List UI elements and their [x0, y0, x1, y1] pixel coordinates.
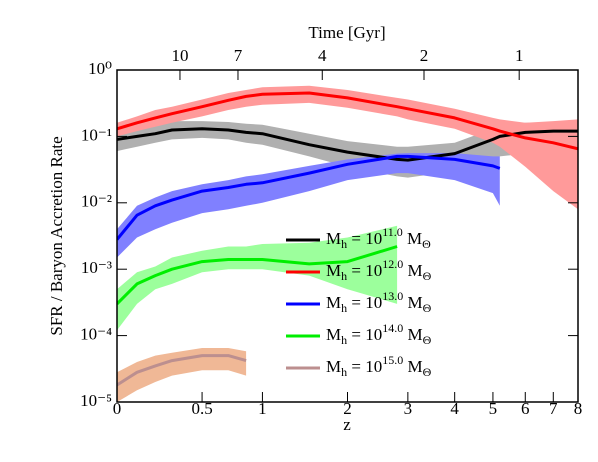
x-tick-label: 8 — [574, 399, 583, 418]
x-tick-label: 4 — [450, 399, 459, 418]
lines — [117, 91, 578, 387]
legend-label-part: h — [341, 365, 347, 379]
band — [117, 153, 500, 258]
legend-label-part: Θ — [422, 237, 431, 251]
y-tick-label: 10⁻¹ — [81, 125, 112, 144]
legend-label-part: M — [403, 293, 422, 312]
legend-label-part: M — [403, 357, 422, 376]
legend-label-part: = 10 — [347, 229, 382, 248]
legend-label: Mh = 1012.0 MΘ — [326, 257, 432, 283]
y-axis-label: SFR / Baryon Accretion Rate — [47, 136, 66, 335]
x-tick-label: 0.5 — [191, 399, 212, 418]
legend-label-part: Θ — [423, 269, 432, 283]
legend-label-part: h — [341, 269, 347, 283]
x-axis-label: z — [343, 415, 351, 434]
x2-tick-label: 7 — [234, 46, 243, 65]
band — [117, 348, 247, 402]
band — [117, 85, 578, 210]
plot-frame — [116, 69, 579, 403]
legend-label-part: 15.0 — [382, 353, 403, 367]
legend-label-part: Θ — [423, 333, 432, 347]
legend-label-part: = 10 — [347, 325, 382, 344]
x-tick-label: 1 — [258, 399, 267, 418]
series-line — [117, 127, 578, 162]
y-tick-label: 10⁰ — [88, 59, 112, 78]
legend-label-part: Θ — [423, 365, 432, 379]
x2-tick-label: 2 — [420, 46, 429, 65]
legend-label-part: M — [403, 261, 422, 280]
legend-label-part: h — [341, 333, 347, 347]
legend-label-part: 14.0 — [382, 321, 403, 335]
x2-tick-label: 10 — [171, 46, 188, 65]
x2-tick-label: 4 — [318, 46, 327, 65]
legend-label-part: M — [326, 325, 341, 344]
y-tick-label: 10⁻² — [81, 192, 112, 211]
legend-label-part: M — [326, 293, 341, 312]
legend-label-part: M — [403, 229, 422, 248]
legend-label-part: h — [341, 237, 347, 251]
legend-label-part: h — [341, 301, 347, 315]
legend-label-part: 13.0 — [382, 289, 403, 303]
band — [117, 225, 398, 331]
y-tick-label: 10⁻⁵ — [80, 391, 112, 410]
legend-label: Mh = 1015.0 MΘ — [326, 353, 432, 379]
legend-label-part: M — [326, 261, 341, 280]
legend-label-part: M — [326, 357, 341, 376]
legend-label: Mh = 1013.0 MΘ — [326, 289, 432, 315]
legend-label-part: Θ — [423, 301, 432, 315]
legend-label-part: = 10 — [347, 261, 382, 280]
y-tick-label: 10⁻⁴ — [80, 325, 112, 344]
x-tick-label: 6 — [521, 399, 530, 418]
y-tick-label: 10⁻³ — [81, 258, 112, 277]
x-tick-label: 7 — [549, 399, 558, 418]
legend-label-part: = 10 — [347, 293, 382, 312]
legend-label-part: 11.0 — [382, 225, 403, 239]
series-line — [117, 245, 398, 305]
legend-label-part: M — [403, 325, 422, 344]
x-tick-label: 0 — [113, 399, 122, 418]
x-tick-label: 5 — [489, 399, 498, 418]
series-line — [117, 354, 247, 387]
x2-tick-label: 1 — [515, 46, 524, 65]
legend-label-part: = 10 — [347, 357, 382, 376]
legend-label-part: 12.0 — [382, 257, 403, 271]
legend-label-part: M — [326, 229, 341, 248]
legend-label: Mh = 1014.0 MΘ — [326, 321, 432, 347]
x-tick-label: 2 — [343, 399, 352, 418]
series-line — [117, 154, 501, 241]
x2-axis-label: Time [Gyr] — [308, 23, 385, 42]
series-line — [117, 91, 578, 151]
x-tick-label: 3 — [404, 399, 413, 418]
legend-label: Mh = 1011.0 MΘ — [326, 225, 431, 251]
